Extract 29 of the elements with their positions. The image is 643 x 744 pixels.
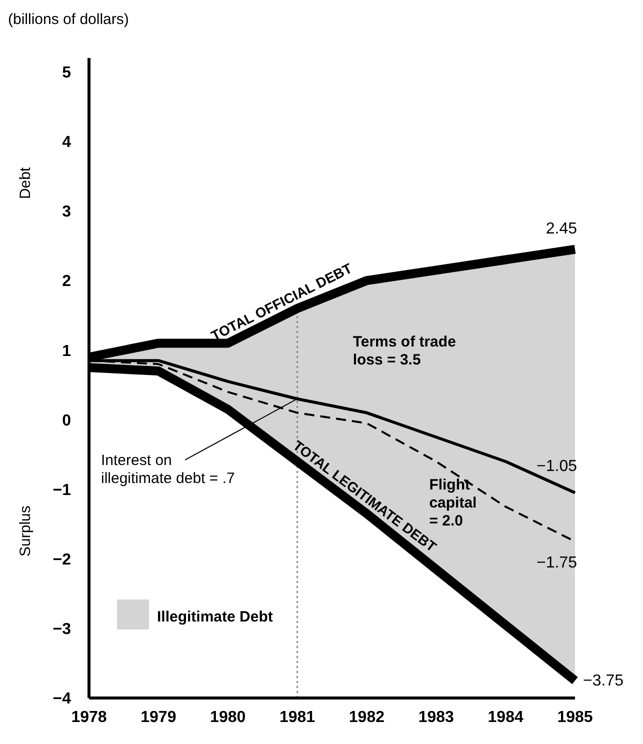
chart-subtitle: (billions of dollars)	[8, 11, 129, 28]
x-tick-label: 1983	[418, 709, 454, 726]
text: Debt	[17, 166, 34, 200]
y-tick-label: 1	[62, 342, 72, 360]
x-tick-label: 1978	[71, 709, 107, 726]
data-label: −1.75	[536, 554, 578, 572]
annotation: Terms of trade loss = 3.5	[352, 334, 456, 369]
annotation: Flight capital = 2.0	[429, 476, 477, 530]
x-tick-label: 1980	[210, 709, 246, 726]
y-tick-label: −3	[52, 621, 72, 638]
y-tick-label: −4	[52, 690, 72, 708]
annotation: Illegitimate Debt	[157, 608, 273, 626]
data-label: 2.45	[546, 220, 578, 238]
x-tick-label: 1979	[140, 709, 176, 726]
annotation: Interest on illegitimate debt = .7	[101, 452, 235, 487]
text: Surplus	[17, 506, 34, 556]
data-label: −1.05	[536, 458, 578, 475]
y-tick-label: 2	[62, 273, 72, 290]
y-tick-label: 5	[62, 64, 72, 82]
x-tick-label: 1984	[488, 709, 524, 726]
y-tick-label: 0	[62, 412, 72, 430]
x-tick-label: 1982	[348, 709, 385, 726]
y-tick-label: −1	[52, 482, 72, 499]
x-tick-label: 1985	[557, 709, 593, 726]
y-tick-label: −2	[52, 551, 72, 568]
data-label: −3.75	[583, 672, 624, 690]
x-tick-label: 1981	[279, 709, 316, 726]
y-tick-label: 3	[62, 204, 72, 221]
y-tick-label: 4	[62, 134, 72, 152]
